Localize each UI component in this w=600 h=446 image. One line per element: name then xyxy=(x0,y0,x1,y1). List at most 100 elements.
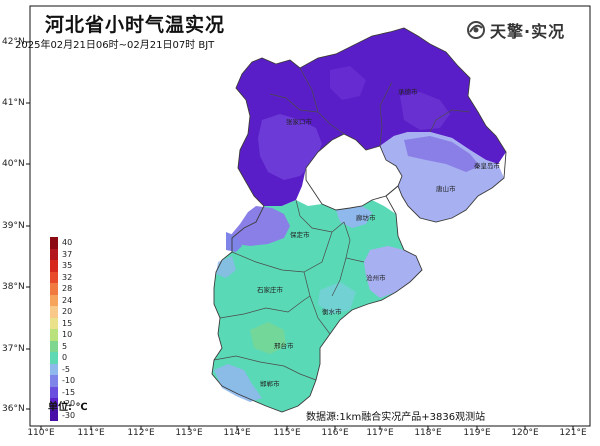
legend-value: 35 xyxy=(62,261,73,270)
region-baoding-cool xyxy=(230,206,290,246)
lon-label-116: 116°E xyxy=(321,428,349,438)
lat-label-40: 40°N xyxy=(2,159,25,169)
lon-label-112: 112°E xyxy=(127,428,155,438)
province-boundary xyxy=(211,27,507,413)
legend-row: 28 xyxy=(50,283,75,295)
lat-label-42: 42°N xyxy=(2,37,25,47)
legend-value: 0 xyxy=(62,353,68,362)
legend-swatch xyxy=(50,317,58,329)
legend-row: -5 xyxy=(50,363,75,375)
lon-label-114: 114°E xyxy=(223,428,251,438)
city-label-shijiazhuang: 石家庄市 xyxy=(257,286,283,294)
city-label-cangzhou: 沧州市 xyxy=(366,274,386,282)
city-label-handan: 邯郸市 xyxy=(260,380,280,388)
legend-value: -30 xyxy=(62,410,76,420)
legend-value: 40 xyxy=(62,238,73,247)
region-north-patch-2 xyxy=(330,66,366,100)
legend-swatch xyxy=(50,363,58,375)
lat-label-41: 41°N xyxy=(2,98,25,108)
legend-row: 5 xyxy=(50,340,75,352)
legend-row: 20 xyxy=(50,306,75,318)
region-north-patch-1 xyxy=(258,114,322,180)
legend-row: 15 xyxy=(50,317,75,329)
legend-value: 28 xyxy=(62,284,73,293)
legend-swatch xyxy=(50,398,58,410)
logo-text: 天擎·实况 xyxy=(490,22,566,41)
legend-value: 20 xyxy=(62,307,73,316)
legend-swatch xyxy=(50,386,58,398)
legend-value: 15 xyxy=(62,318,73,328)
legend-swatch xyxy=(50,271,58,283)
lon-label-117: 117°E xyxy=(366,428,394,438)
legend-swatch xyxy=(50,340,58,352)
lon-label-119: 119°E xyxy=(463,428,491,438)
city-label-hengshui: 衡水市 xyxy=(322,308,342,316)
legend-swatch xyxy=(50,329,58,341)
legend-row: -10 xyxy=(50,375,75,387)
city-label-qinhuangdao: 秦皇岛市 xyxy=(474,162,500,170)
legend-swatch xyxy=(50,283,58,295)
legend-value: -5 xyxy=(62,364,70,374)
map-title: 河北省小时气温实况 xyxy=(45,14,226,36)
legend-row: 40 xyxy=(50,237,75,249)
legend-value: -20 xyxy=(62,399,76,408)
lon-label-115: 115°E xyxy=(273,428,301,438)
region-east-mid xyxy=(404,136,480,172)
legend-row: 32 xyxy=(50,271,75,283)
lon-ticks xyxy=(40,426,574,430)
lat-label-39: 39°N xyxy=(2,221,25,231)
legend-value: -15 xyxy=(62,387,76,397)
legend-row: -20 xyxy=(50,398,75,410)
region-south-patch-1 xyxy=(214,364,262,402)
lat-label-37: 37°N xyxy=(2,344,25,354)
lat-label-36: 36°N xyxy=(2,404,25,414)
color-legend: 40 37 35 32 28 24 20 15 10 5 0 -5 -10 -15 -20 -30 xyxy=(50,237,75,421)
legend-swatch xyxy=(50,306,58,318)
region-beijing-hole xyxy=(306,134,402,210)
region-langfang-cool xyxy=(336,206,372,228)
legend-value: -10 xyxy=(62,376,76,385)
legend-value: 5 xyxy=(62,341,68,351)
city-label-chengde: 承德市 xyxy=(398,88,418,96)
lon-label-120: 120°E xyxy=(511,428,539,438)
legend-value: 32 xyxy=(62,272,73,282)
legend-row: 24 xyxy=(50,294,75,306)
map-subtitle: 2025年02月21日06时~02月21日07时 BJT xyxy=(15,40,215,51)
legend-swatch xyxy=(50,294,58,306)
legend-row: 10 xyxy=(50,329,75,341)
city-label-langfang: 廊坊市 xyxy=(356,214,376,222)
lon-label-110: 110°E xyxy=(27,428,55,438)
city-label-xingtai: 邢台市 xyxy=(274,342,294,350)
region-north-patch-3 xyxy=(400,92,450,130)
city-label-baoding: 保定市 xyxy=(290,231,310,239)
legend-swatch xyxy=(50,352,58,364)
legend-swatch xyxy=(50,409,58,421)
region-south-patch-2 xyxy=(250,322,286,354)
legend-value: 37 xyxy=(62,249,73,259)
logo-icon xyxy=(467,21,485,39)
legend-row: -15 xyxy=(50,386,76,398)
logo: 天擎·实况 xyxy=(466,18,565,42)
legend-row: 35 xyxy=(50,260,75,272)
city-label-zhangjiakou: 张家口市 xyxy=(286,118,312,126)
city-label-tangshan: 唐山市 xyxy=(436,185,456,193)
region-west-cool xyxy=(226,232,242,252)
legend-row: 0 xyxy=(50,352,75,364)
lat-label-38: 38°N xyxy=(2,282,25,292)
unit-label: 单位: ℃ xyxy=(48,402,88,413)
lon-label-121: 121°E xyxy=(559,428,587,438)
lat-ticks xyxy=(26,41,30,410)
lon-label-113: 113°E xyxy=(175,428,203,438)
legend-swatch xyxy=(50,260,58,272)
lon-label-111: 111°E xyxy=(77,428,105,438)
prefecture-boundaries xyxy=(213,67,471,381)
legend-value: 10 xyxy=(62,330,73,339)
region-cangzhou-cool xyxy=(364,246,422,298)
data-source: 数据源:1km融合实况产品+3836观测站 xyxy=(306,412,486,423)
region-hengshui-patch xyxy=(318,282,356,314)
legend-swatch xyxy=(50,237,58,249)
legend-swatch xyxy=(50,248,58,260)
lon-label-118: 118°E xyxy=(414,428,442,438)
legend-row: 37 xyxy=(50,248,75,260)
